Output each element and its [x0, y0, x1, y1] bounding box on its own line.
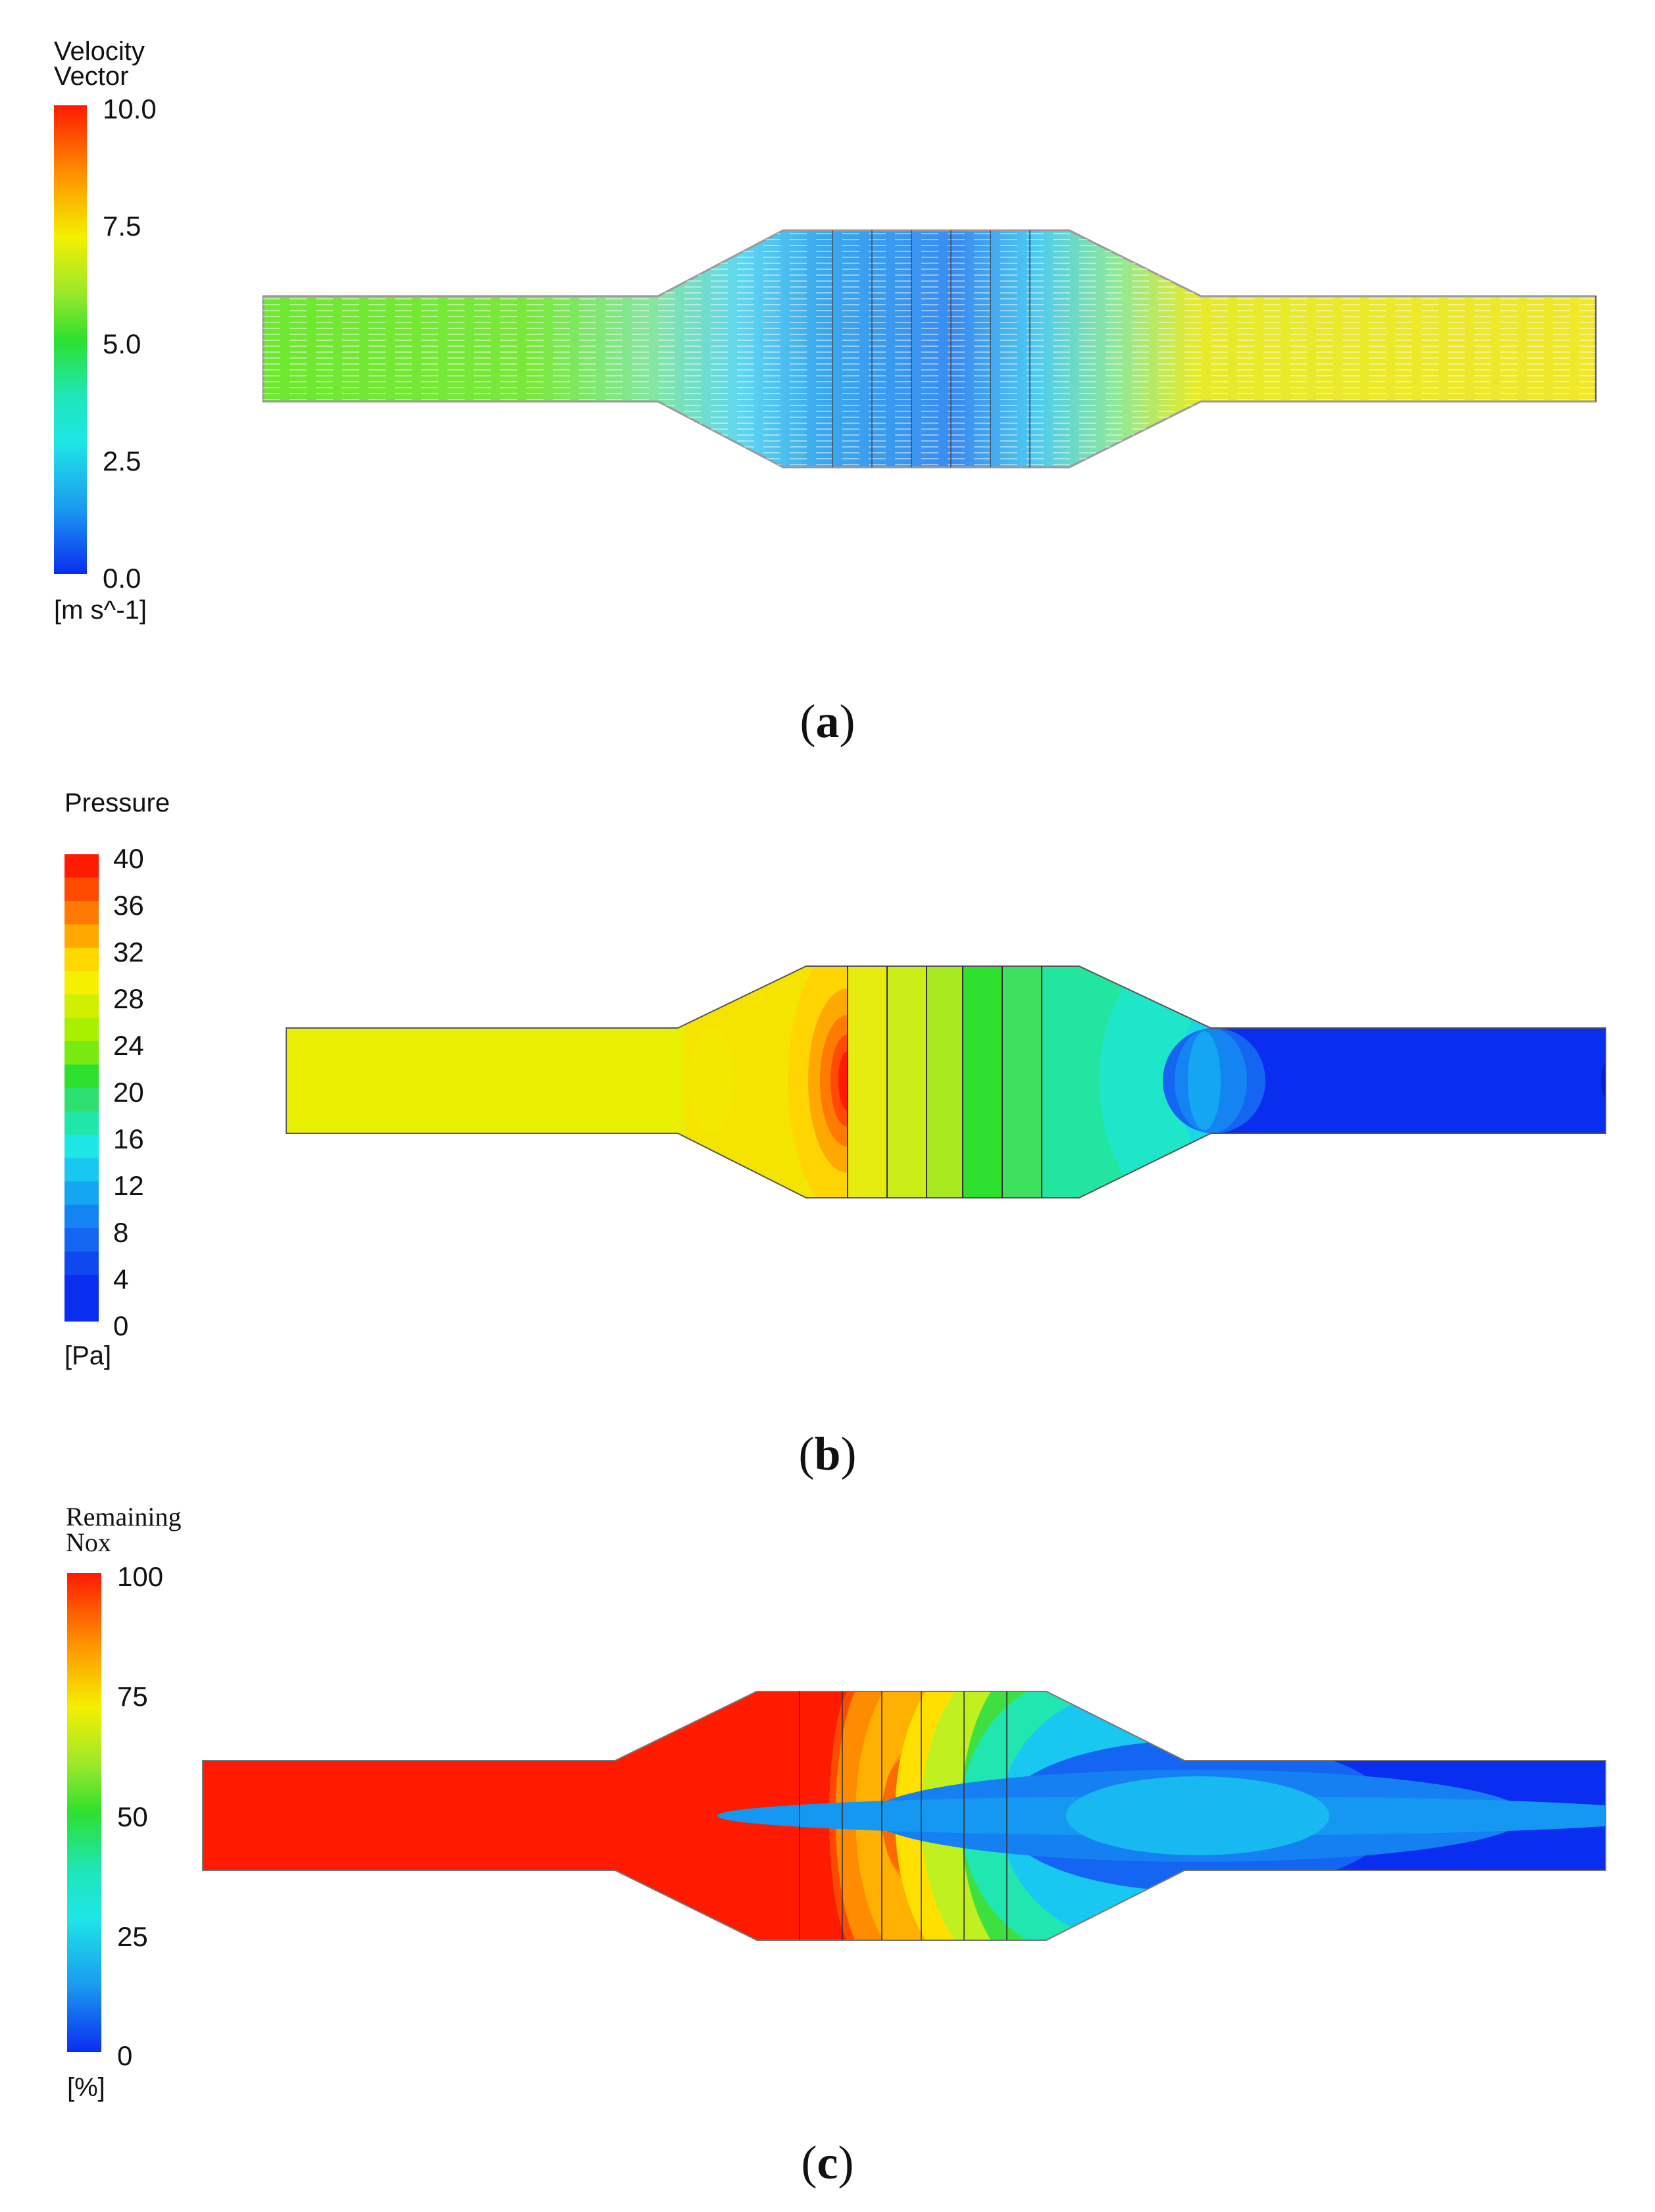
tick-label: 12: [113, 1170, 144, 1201]
tick-label: 36: [113, 890, 144, 921]
tick-label: 75: [117, 1681, 148, 1712]
nox-domain-outline: [202, 1691, 1606, 1941]
tick-label: 32: [113, 937, 144, 967]
legend-title-line1: Remaining: [66, 1502, 182, 1531]
legend-title-line2: Vector: [54, 62, 129, 91]
legend-title-line1: Velocity: [54, 37, 145, 66]
panel-a-velocity-vector: Velocity Vector 10.0 7.5 5.0 2.5 0.0 [m …: [0, 0, 1655, 757]
tick-label: 24: [113, 1030, 144, 1061]
unit-label: [Pa]: [64, 1341, 112, 1370]
tick-label: 28: [113, 983, 144, 1014]
monolith-dividers: [832, 230, 1596, 467]
pressure-domain-outline: [286, 965, 1606, 1198]
monolith-dividers: [799, 1691, 1007, 1940]
tick-label: 100: [117, 1561, 164, 1592]
caption-b: (b): [798, 1428, 857, 1480]
tick-label: 7.5: [103, 211, 141, 242]
tick-label: 8: [113, 1217, 129, 1248]
legend-title-line2: Nox: [66, 1528, 111, 1557]
tick-label: 0.0: [103, 563, 141, 594]
caption-a: (a): [800, 695, 855, 748]
tick-label: 40: [113, 843, 144, 874]
legend-title: Pressure: [64, 788, 170, 817]
panel-c-remaining-nox: Remaining Nox 100 75 50 25 0 [%]: [0, 1494, 1655, 2212]
tick-label: 0: [117, 2040, 133, 2071]
tick-label: 2.5: [103, 446, 141, 476]
monolith-dividers: [847, 966, 1042, 1198]
tick-label: 25: [117, 1921, 148, 1952]
unit-label: [m s^-1]: [54, 596, 147, 625]
caption-c: (c): [801, 2136, 854, 2189]
nox-contour: [202, 1691, 1606, 1941]
tick-label: 5.0: [103, 328, 141, 359]
nox-color-bar: [67, 1573, 101, 2052]
unit-label: [%]: [67, 2073, 105, 2102]
tick-label: 0: [113, 1310, 129, 1341]
panel-b-pressure: Pressure 40 36 32 28 24 20 16 12 8 4 0 […: [0, 757, 1655, 1494]
tick-label: 20: [113, 1077, 144, 1108]
tick-label: 10.0: [103, 93, 157, 124]
tick-label: 16: [113, 1123, 144, 1154]
pressure-color-bar: [64, 854, 99, 1322]
pressure-contour: [286, 965, 1606, 1198]
velocity-color-bar: [54, 105, 87, 574]
velocity-vector-field: [262, 229, 1597, 469]
tick-label: 50: [117, 1801, 148, 1832]
tick-label: 4: [113, 1264, 129, 1295]
